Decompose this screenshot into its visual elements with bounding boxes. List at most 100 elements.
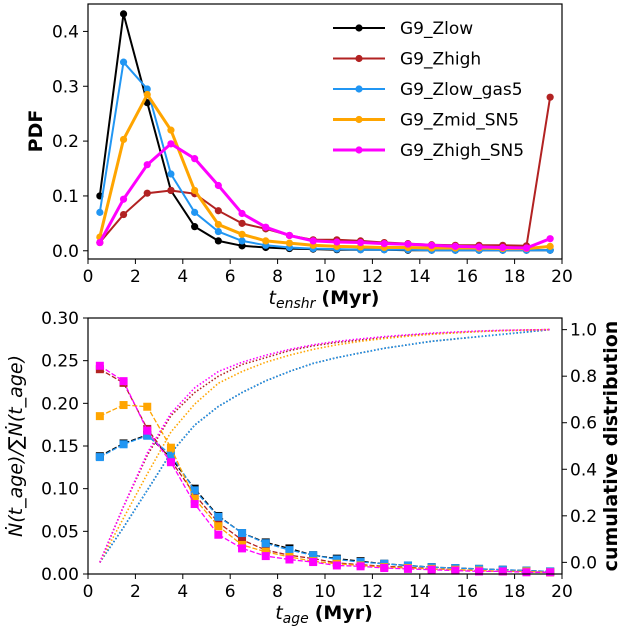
legend-marker-g9-zlow (355, 24, 363, 32)
bottom-right-y-axis-label: cumulative distribution (600, 321, 622, 572)
top-y-axis-label: PDF (25, 110, 47, 153)
legend-label-g9-zmid-sn5: G9_Zmid_SN5 (400, 111, 519, 131)
age-line-g9-zhigh-sn5 (99, 365, 551, 573)
bottom-x-axis-label-sub: age (283, 611, 309, 627)
top-y-tick-label-0-4: 0.4 (52, 22, 79, 42)
bottom-age-panel: 0 2 4 6 8 10 12 14 16 18 20 0.000.050.100.150.200.… (4, 309, 622, 627)
data-point-g9-zlow-gas5-2 (143, 85, 151, 93)
top-x-tick-label-16: 16 (456, 267, 478, 287)
legend-label-g9-zlow-gas5: G9_Zlow_gas5 (400, 80, 523, 100)
age-point-g9-zmid-sn5-7 (261, 547, 270, 556)
age-point-g9-zhigh-sn5-17 (498, 567, 507, 576)
data-point-g9-zhigh-sn5-18 (522, 244, 531, 252)
top-y-ticks: 0.0 0.1 0.2 0.3 0.4 (52, 22, 88, 262)
data-point-g9-zmid-sn5-7 (262, 237, 270, 245)
bottom-x-tick-label-2: 2 (130, 582, 141, 602)
top-y-tick-label-0-1: 0.1 (52, 187, 79, 207)
top-x-axis-label-sub: enshr (276, 296, 317, 312)
data-point-g9-zmid-sn5-1 (119, 135, 128, 144)
age-point-g9-zlow-gas5-2 (143, 431, 152, 440)
age-line-g9-zmid-sn5 (99, 404, 551, 573)
data-point-g9-zhigh-sn5-2 (143, 161, 151, 169)
bottom-left-y-tick-label-0-10: 0.10 (41, 480, 79, 500)
bottom-left-y-ticks: 0.00 0.05 0.10 0.15 0.20 0.25 0.30 (41, 309, 88, 585)
age-point-g9-zmid-sn5-0 (95, 412, 104, 421)
top-x-tick-label-2: 2 (130, 267, 141, 287)
bottom-left-y-tick-label-0-25: 0.25 (41, 352, 79, 372)
top-x-tick-label-12: 12 (362, 267, 384, 287)
age-point-g9-zhigh-sn5-3 (166, 458, 175, 467)
bottom-x-tick-label-16: 16 (456, 582, 478, 602)
top-x-axis-label-main: t (269, 287, 278, 309)
series-line-g9-zlow-gas5 (98, 59, 551, 252)
bottom-right-y-tick-label-1-0: 1.0 (570, 321, 597, 341)
data-point-g9-zhigh-sn5-7 (262, 223, 270, 231)
data-point-g9-zhigh-1 (119, 210, 128, 219)
age-point-g9-zhigh-sn5-4 (190, 500, 199, 509)
top-y-tick-label-0-3: 0.3 (52, 77, 79, 97)
bottom-x-axis-label-unit: (Myr) (315, 602, 373, 624)
age-point-g9-zlow-gas5-3 (166, 450, 175, 459)
bottom-right-y-tick-label-0-2: 0.2 (570, 507, 597, 527)
data-point-g9-zhigh-sn5-11 (356, 238, 365, 247)
data-point-g9-zhigh-19 (546, 93, 554, 101)
top-x-axis-label: tenshr (Myr) (269, 287, 380, 312)
data-point-g9-zhigh-sn5-8 (285, 231, 294, 240)
data-point-g9-zlow-gas5-3 (167, 170, 175, 178)
age-point-g9-zhigh-6 (238, 535, 247, 544)
age-point-g9-zhigh-sn5-5 (214, 530, 223, 539)
top-x-tick-label-14: 14 (409, 267, 431, 287)
age-point-g9-zhigh-4 (190, 490, 199, 499)
top-pdf-panel: 0 2 4 6 8 10 12 14 16 18 20 0.0 0.1 0.2 0.3 0.4 G9_Zlo… (25, 3, 573, 312)
age-point-g9-zhigh-sn5-13 (403, 564, 412, 573)
data-point-g9-zhigh-sn5-1 (119, 195, 128, 203)
series-line-g9-zhigh (99, 97, 552, 247)
age-point-g9-zhigh-sn5-14 (427, 565, 436, 574)
series-line-g9-zhigh-sn5 (98, 141, 551, 250)
bottom-x-tick-label-8: 8 (272, 582, 283, 602)
bottom-right-y-ticks: 0.0 0.2 0.4 0.6 0.8 1.0 (562, 321, 597, 573)
age-point-g9-zhigh-sn5-7 (261, 552, 270, 561)
age-point-g9-zlow-gas5-7 (261, 539, 270, 548)
data-point-g9-zhigh-sn5-3 (167, 140, 175, 148)
data-point-g9-zhigh-sn5-17 (499, 243, 507, 252)
age-point-g9-zlow-gas5-0 (95, 453, 104, 462)
top-x-tick-label-20: 20 (551, 267, 573, 287)
data-point-g9-zlow-gas5-4 (191, 208, 199, 216)
data-point-g9-zlow-gas5-0 (96, 208, 104, 216)
data-point-g9-zlow-5 (214, 237, 222, 245)
age-point-g9-zhigh-sn5-15 (451, 566, 460, 575)
bottom-x-tick-label-14: 14 (409, 582, 431, 602)
bottom-left-y-tick-label-0-15: 0.15 (41, 437, 79, 457)
age-point-g9-zlow-gas5-5 (214, 512, 223, 521)
data-point-g9-zmid-sn5-8 (285, 239, 294, 247)
top-series-group (96, 10, 554, 254)
bottom-x-axis-label: tage (Myr) (275, 602, 373, 627)
data-point-g9-zlow-gas5-1 (119, 58, 128, 66)
age-point-g9-zhigh-sn5-18 (522, 568, 531, 577)
age-point-g9-zmid-sn5-4 (190, 494, 199, 503)
top-x-ticks: 0 2 4 6 8 10 12 14 16 18 20 (83, 259, 573, 287)
bottom-x-tick-label-20: 20 (551, 582, 573, 602)
legend-marker-g9-zhigh-sn5 (355, 146, 363, 154)
age-point-g9-zlow-gas5-1 (119, 440, 128, 449)
bottom-x-tick-label-12: 12 (362, 582, 384, 602)
bottom-left-y-tick-label-0-30: 0.30 (41, 309, 79, 329)
age-point-g9-zlow-gas5-4 (190, 486, 199, 495)
data-point-g9-zhigh-6 (238, 219, 246, 227)
bottom-left-y-tick-label-0-00: 0.00 (41, 565, 79, 585)
legend-marker-g9-zmid-sn5 (355, 115, 363, 124)
data-point-g9-zlow-4 (191, 223, 199, 231)
age-point-g9-zhigh-sn5-6 (238, 544, 247, 553)
bottom-x-tick-label-0: 0 (83, 582, 94, 602)
data-point-g9-zmid-sn5-5 (214, 220, 222, 229)
data-point-g9-zhigh-3 (167, 186, 175, 195)
series-line-g9-zlow (98, 13, 551, 252)
bottom-x-tick-label-6: 6 (225, 582, 236, 602)
age-point-g9-zmid-sn5-5 (214, 522, 223, 531)
age-point-g9-zhigh-sn5-11 (356, 562, 365, 571)
legend-marker-g9-zhigh (355, 54, 363, 63)
top-x-tick-label-18: 18 (504, 267, 526, 287)
data-point-g9-zlow-gas5-6 (238, 237, 246, 245)
top-x-tick-label-0: 0 (83, 267, 94, 287)
